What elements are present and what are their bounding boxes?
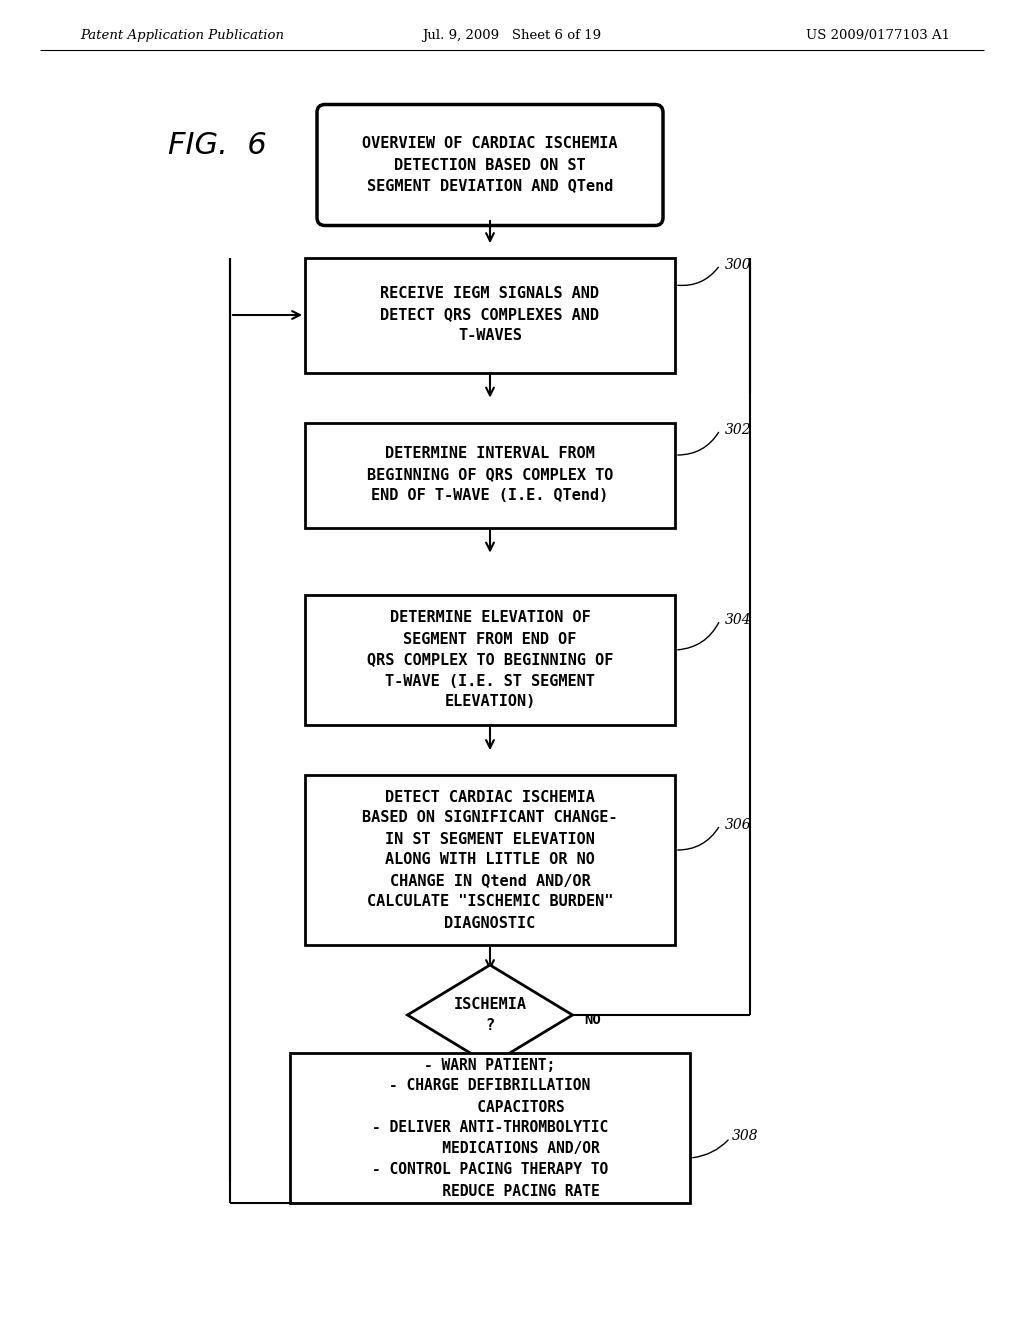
Text: RECEIVE IEGM SIGNALS AND
DETECT QRS COMPLEXES AND
T-WAVES: RECEIVE IEGM SIGNALS AND DETECT QRS COMP…	[381, 286, 599, 343]
Text: US 2009/0177103 A1: US 2009/0177103 A1	[806, 29, 950, 41]
Text: FIG.  6: FIG. 6	[168, 131, 266, 160]
Bar	[290, 1053, 690, 1203]
Bar	[305, 422, 675, 528]
Polygon shape	[408, 965, 572, 1065]
FancyBboxPatch shape	[317, 104, 663, 226]
Text: OVERVIEW OF CARDIAC ISCHEMIA
DETECTION BASED ON ST
SEGMENT DEVIATION AND QTend: OVERVIEW OF CARDIAC ISCHEMIA DETECTION B…	[362, 136, 617, 194]
Bar	[305, 257, 675, 372]
Text: 302: 302	[725, 422, 752, 437]
Text: YES: YES	[469, 1082, 495, 1097]
Text: Patent Application Publication: Patent Application Publication	[80, 29, 284, 41]
Text: ISCHEMIA
?: ISCHEMIA ?	[454, 997, 526, 1034]
Text: 306: 306	[725, 818, 752, 832]
Text: 308: 308	[732, 1129, 759, 1143]
Bar	[305, 775, 675, 945]
Text: DETERMINE INTERVAL FROM
BEGINNING OF QRS COMPLEX TO
END OF T-WAVE (I.E. QTend): DETERMINE INTERVAL FROM BEGINNING OF QRS…	[367, 446, 613, 503]
Text: DETERMINE ELEVATION OF
SEGMENT FROM END OF
QRS COMPLEX TO BEGINNING OF
T-WAVE (I: DETERMINE ELEVATION OF SEGMENT FROM END …	[367, 610, 613, 710]
Text: NO: NO	[585, 1012, 601, 1027]
Text: 304: 304	[725, 612, 752, 627]
Text: - WARN PATIENT;
- CHARGE DEFIBRILLATION
       CAPACITORS
- DELIVER ANTI-THROMBO: - WARN PATIENT; - CHARGE DEFIBRILLATION …	[372, 1057, 608, 1199]
Text: DETECT CARDIAC ISCHEMIA
BASED ON SIGNIFICANT CHANGE-
IN ST SEGMENT ELEVATION
ALO: DETECT CARDIAC ISCHEMIA BASED ON SIGNIFI…	[362, 789, 617, 931]
Bar	[305, 595, 675, 725]
Text: Jul. 9, 2009   Sheet 6 of 19: Jul. 9, 2009 Sheet 6 of 19	[423, 29, 601, 41]
Text: 300: 300	[725, 257, 752, 272]
